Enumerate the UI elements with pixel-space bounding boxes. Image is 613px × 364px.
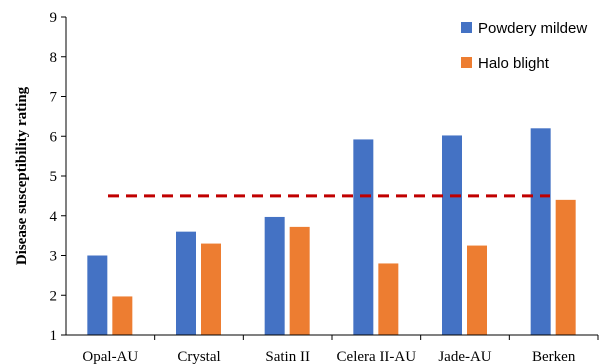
x-axis-labels: Opal-AU Crystal Satin II Celera II-AU Jade-A… — [82, 335, 599, 364]
bar-powdery-mildew — [264, 216, 285, 335]
bar-powdery-mildew — [530, 128, 551, 335]
legend-label: Halo blight — [478, 55, 550, 72]
bar-halo-blight — [289, 226, 310, 335]
y-tick-label: 4 — [50, 209, 58, 225]
bar-halo-blight — [555, 199, 576, 335]
y-tick-label: 6 — [50, 129, 58, 145]
bars — [87, 128, 576, 335]
x-tick-label: Satin II — [265, 349, 310, 364]
y-axis-ticks: 1 2 3 4 5 6 7 8 9 — [50, 10, 66, 344]
y-tick-label: 9 — [50, 10, 58, 26]
legend-label: Powdery mildew — [478, 20, 587, 37]
bar-halo-blight — [112, 296, 133, 335]
y-tick-label: 2 — [50, 288, 58, 304]
x-tick-label: Opal-AU — [82, 349, 138, 364]
y-tick-label: 1 — [50, 328, 58, 344]
legend: Powdery mildew Halo blight — [461, 20, 587, 72]
x-tick-label: Jade-AU — [438, 349, 491, 364]
bar-powdery-mildew — [176, 231, 196, 335]
x-tick-label: Celera II-AU — [337, 349, 417, 364]
bar-powdery-mildew — [442, 135, 462, 335]
bar-powdery-mildew — [87, 255, 108, 335]
y-tick-label: 7 — [50, 90, 58, 106]
bar-halo-blight — [201, 243, 221, 335]
y-axis-label: Disease susceptibility rating — [14, 86, 30, 265]
bar-halo-blight — [467, 245, 487, 335]
y-tick-label: 8 — [50, 50, 58, 66]
y-tick-label: 3 — [50, 249, 58, 265]
y-tick-label: 5 — [50, 169, 58, 185]
bar-powdery-mildew — [353, 139, 374, 335]
x-tick-label: Crystal — [177, 349, 220, 364]
x-tick-label: Berken — [532, 349, 576, 364]
legend-swatch — [461, 22, 472, 33]
legend-swatch — [461, 57, 472, 68]
bar-halo-blight — [378, 263, 399, 335]
